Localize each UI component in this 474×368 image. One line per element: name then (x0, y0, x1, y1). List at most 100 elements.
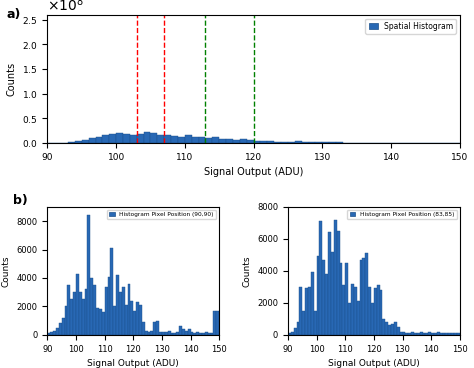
Bar (199, 333, 202, 335)
Bar (50, 332, 53, 335)
Bar (400, 332, 402, 335)
Bar (300, 287, 302, 335)
Bar (191, 332, 193, 335)
Bar (377, 285, 380, 335)
Bar (202, 333, 205, 335)
Bar (64, 307, 67, 335)
Bar (374, 289, 377, 335)
Bar (422, 333, 425, 335)
Bar (179, 326, 182, 335)
Bar (185, 330, 188, 335)
X-axis label: Signal Output (ADU): Signal Output (ADU) (87, 359, 179, 368)
Bar (431, 333, 434, 335)
Bar (319, 221, 322, 335)
Bar (178, 137, 185, 143)
Bar (365, 253, 368, 335)
Bar (448, 333, 451, 335)
Bar (380, 290, 383, 335)
Bar (363, 258, 365, 335)
Bar (79, 292, 82, 335)
Bar (85, 289, 88, 335)
Bar (240, 139, 246, 143)
Bar (136, 302, 139, 335)
Bar (145, 330, 147, 335)
Bar (96, 308, 99, 335)
Bar (331, 252, 334, 335)
Bar (397, 327, 400, 335)
Bar (137, 134, 144, 143)
Bar (356, 301, 360, 335)
Bar (385, 322, 388, 335)
Bar (260, 141, 267, 143)
Bar (457, 333, 460, 335)
Bar (122, 287, 125, 335)
Bar (405, 333, 408, 335)
Bar (281, 142, 288, 143)
Bar (391, 324, 394, 335)
Bar (157, 135, 164, 143)
Bar (62, 318, 64, 335)
Bar (267, 141, 274, 143)
Bar (70, 299, 73, 335)
Legend: Spatial Histogram: Spatial Histogram (365, 18, 456, 33)
Bar (274, 142, 281, 143)
Bar (351, 284, 354, 335)
Bar (82, 299, 85, 335)
Bar (348, 303, 351, 335)
Bar (288, 333, 291, 335)
Bar (446, 333, 448, 335)
Bar (417, 333, 419, 335)
Text: a): a) (6, 8, 20, 21)
Bar (133, 311, 136, 335)
Bar (328, 233, 331, 335)
Bar (182, 329, 185, 335)
Bar (205, 138, 212, 143)
Bar (314, 311, 317, 335)
Bar (159, 332, 162, 335)
Bar (123, 134, 130, 143)
Bar (342, 285, 345, 335)
Bar (368, 287, 371, 335)
Bar (305, 289, 308, 335)
Bar (82, 140, 89, 143)
Bar (205, 332, 208, 335)
Bar (116, 133, 123, 143)
Bar (208, 333, 210, 335)
Bar (91, 278, 93, 335)
Bar (297, 322, 300, 335)
Bar (128, 284, 130, 335)
Bar (53, 330, 56, 335)
Bar (76, 274, 79, 335)
Bar (151, 330, 154, 335)
Bar (67, 285, 70, 335)
Text: b): b) (13, 194, 28, 207)
Bar (95, 137, 102, 143)
X-axis label: Signal Output (ADU): Signal Output (ADU) (328, 359, 420, 368)
Bar (425, 333, 428, 335)
Bar (56, 328, 59, 335)
Bar (451, 333, 454, 335)
Bar (345, 263, 348, 335)
Y-axis label: Counts: Counts (2, 255, 11, 287)
Bar (154, 322, 156, 335)
Bar (402, 332, 405, 335)
Bar (102, 135, 109, 143)
Bar (246, 140, 254, 143)
Bar (150, 133, 157, 143)
Bar (233, 140, 240, 143)
Bar (322, 142, 329, 143)
Bar (437, 332, 440, 335)
Bar (164, 135, 171, 143)
Bar (339, 263, 342, 335)
Bar (176, 332, 179, 335)
Bar (156, 321, 159, 335)
Bar (165, 332, 168, 335)
Y-axis label: Counts: Counts (7, 62, 17, 96)
Bar (216, 311, 219, 335)
Bar (360, 260, 363, 335)
Bar (388, 325, 391, 335)
Bar (210, 333, 213, 335)
Bar (193, 333, 196, 335)
Bar (47, 333, 50, 335)
Bar (411, 332, 414, 335)
